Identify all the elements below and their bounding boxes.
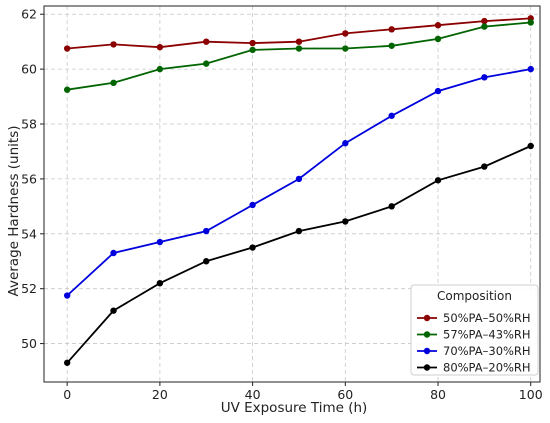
y-tick-label: 50: [21, 336, 37, 351]
legend-label: 80%PA–20%RH: [443, 361, 531, 375]
data-point: [434, 22, 442, 29]
y-axis-label: Average Hardness (units): [6, 126, 22, 297]
data-point: [156, 238, 164, 246]
data-point: [203, 227, 210, 235]
data-point: [434, 177, 442, 184]
data-point: [295, 227, 303, 235]
data-point: [110, 307, 117, 314]
x-tick-label: 60: [337, 387, 353, 402]
data-point: [63, 86, 71, 93]
data-point: [481, 17, 488, 25]
legend-box: [410, 284, 539, 376]
series-line: [66, 68, 531, 297]
data-point: [110, 41, 117, 48]
series-1: [63, 15, 534, 52]
data-point: [63, 292, 71, 299]
data-point: [342, 218, 349, 225]
legend-item: 57%PA–43%RH: [417, 328, 531, 342]
data-point: [527, 142, 534, 150]
legend: Composition 50%PA–50%RH 57%PA–43%RH 70%PA–3…: [410, 284, 539, 376]
x-tick-label: 0: [63, 387, 71, 402]
data-point: [342, 30, 349, 37]
x-tick-label: 20: [152, 387, 168, 402]
data-point: [388, 112, 395, 119]
plot-frame: [43, 5, 541, 383]
legend-label: 50%PA–50%RH: [443, 311, 531, 325]
data-point: [249, 201, 256, 209]
data-point: [295, 175, 303, 183]
data-point: [63, 359, 71, 366]
legend-swatch-marker: [423, 314, 431, 322]
data-point: [203, 60, 210, 67]
legend-swatch-marker: [423, 347, 431, 355]
data-point: [203, 258, 210, 265]
data-point: [434, 35, 442, 43]
x-tick-label: 80: [430, 387, 446, 402]
legend-title: Composition: [437, 289, 512, 303]
y-tick-label: 54: [21, 226, 37, 241]
data-point: [63, 45, 71, 52]
y-tick-label: 60: [21, 62, 37, 77]
data-point: [156, 279, 164, 287]
y-tick-label: 56: [21, 171, 37, 186]
series-3: [63, 65, 534, 299]
legend-item: 80%PA–20%RH: [417, 361, 531, 375]
x-tick-label: 40: [245, 387, 261, 402]
legend-label: 57%PA–43%RH: [443, 328, 531, 342]
legend-label: 70%PA–30%RH: [443, 344, 531, 358]
x-tick-label: 100: [519, 387, 543, 402]
y-tick-label: 58: [21, 117, 37, 132]
data-point: [481, 163, 488, 170]
series-layer: [63, 15, 534, 366]
data-point: [295, 38, 303, 45]
y-tick-label: 62: [21, 7, 37, 22]
data-point: [388, 26, 395, 33]
data-point: [342, 140, 349, 147]
series-4: [63, 142, 534, 366]
data-point: [156, 65, 164, 73]
legend-item: 70%PA–30%RH: [417, 344, 531, 358]
series-line: [67, 21, 531, 91]
axis-ticks: 0 20 40 60 80 100 50 52 54 56 58 60 62: [21, 7, 543, 402]
data-point: [388, 42, 395, 49]
data-point: [527, 19, 534, 26]
y-tick-label: 52: [21, 281, 37, 296]
legend-swatch-marker: [423, 364, 431, 371]
data-point: [388, 203, 395, 210]
data-point: [342, 45, 349, 52]
x-axis-label: UV Exposure Time (h): [221, 400, 368, 416]
series-2: [63, 19, 534, 93]
legend-swatch-marker: [423, 331, 431, 338]
data-point: [434, 87, 442, 95]
legend-item: 50%PA–50%RH: [417, 311, 531, 325]
data-point: [249, 39, 256, 47]
data-point: [110, 249, 117, 257]
data-point: [481, 23, 488, 30]
data-point: [110, 79, 117, 87]
data-point: [156, 43, 164, 51]
data-point: [249, 244, 256, 251]
data-point: [481, 74, 488, 81]
data-point: [203, 38, 210, 45]
data-point: [527, 65, 534, 73]
data-point: [249, 46, 256, 54]
data-point: [295, 45, 303, 52]
